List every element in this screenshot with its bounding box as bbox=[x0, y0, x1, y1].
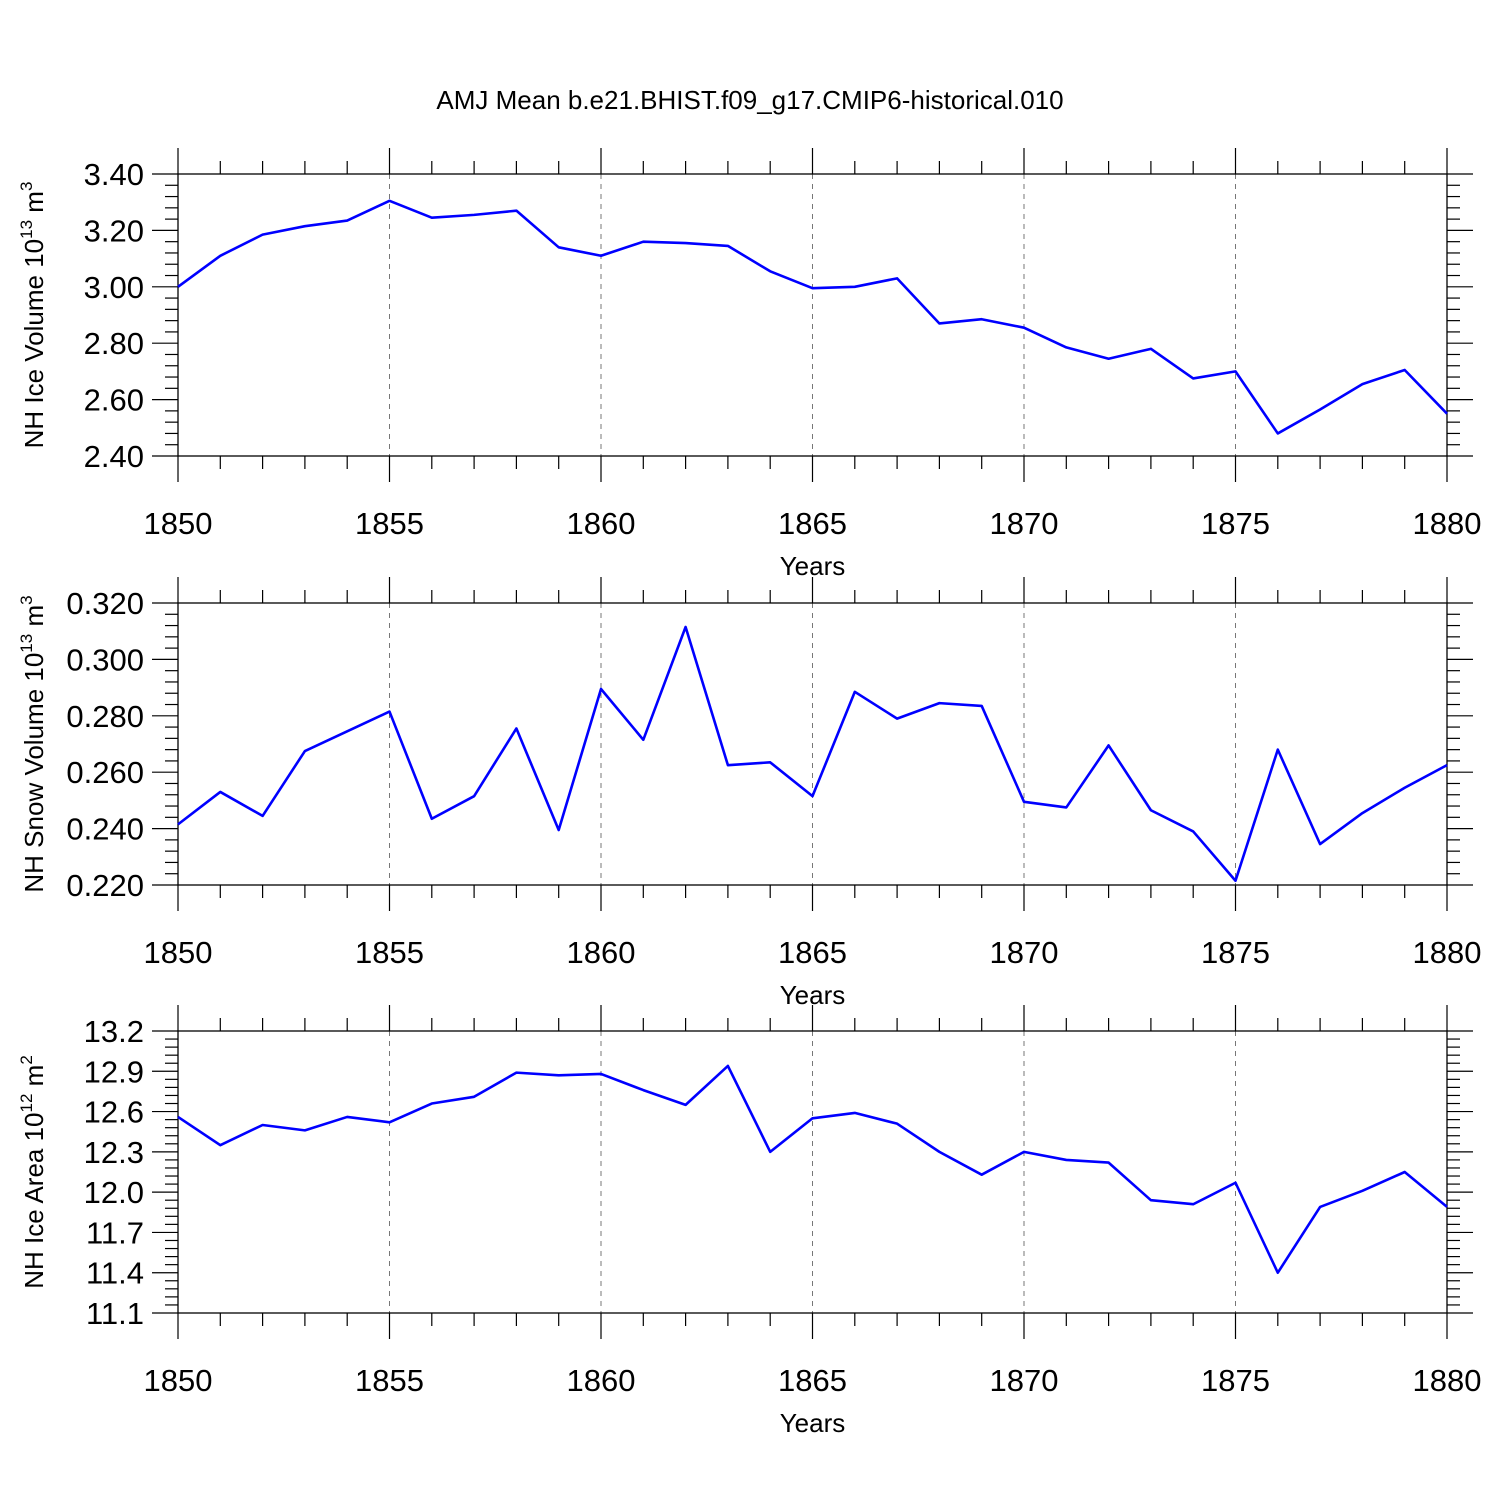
panel-2: 0.220 0.240 0.260 0.280 0.300 0.320 1850 1855 18… bbox=[17, 577, 1481, 1010]
y-tick-label: 0.240 bbox=[66, 812, 144, 847]
x-tick-label: 1865 bbox=[778, 506, 847, 541]
y-tick-label: 3.40 bbox=[84, 157, 144, 192]
x-tick-label: 1870 bbox=[990, 1363, 1059, 1398]
x-tick-label: 1860 bbox=[567, 935, 636, 970]
x-tick-label: 1880 bbox=[1413, 935, 1482, 970]
x-axis-label: Years bbox=[780, 1408, 846, 1438]
y-tick-label: 11.7 bbox=[86, 1215, 144, 1250]
y-tick-label: 12.6 bbox=[84, 1095, 144, 1130]
x-tick-label: 1860 bbox=[567, 506, 636, 541]
x-tick-label: 1855 bbox=[355, 935, 424, 970]
y-tick-label: 2.80 bbox=[84, 326, 144, 361]
y-tick-label: 12.0 bbox=[84, 1175, 144, 1210]
series-line-1 bbox=[177, 1064, 1448, 1275]
figure-title: AMJ Mean b.e21.BHIST.f09_g17.CMIP6-histo… bbox=[436, 85, 1063, 115]
panel-1: 2.40 2.60 2.80 3.00 3.20 3.40 1850 1855 1860 1865… bbox=[17, 148, 1481, 581]
x-tick-label: 1865 bbox=[778, 1363, 847, 1398]
x-tick-label: 1855 bbox=[355, 1363, 424, 1398]
x-tick-label: 1865 bbox=[778, 935, 847, 970]
x-tick-label: 1875 bbox=[1201, 1363, 1270, 1398]
x-tick-label: 1850 bbox=[144, 935, 213, 970]
y-tick-label: 11.4 bbox=[86, 1256, 144, 1291]
y-tick-label: 0.300 bbox=[66, 642, 144, 677]
series-line-1 bbox=[177, 199, 1448, 435]
x-tick-label: 1880 bbox=[1413, 1363, 1482, 1398]
y-tick-label: 3.00 bbox=[84, 270, 144, 305]
y-tick-label: 12.3 bbox=[84, 1135, 144, 1170]
y-axis-label: NH Ice Area 1012 m2 bbox=[17, 1055, 49, 1289]
x-tick-label: 1870 bbox=[990, 935, 1059, 970]
y-tick-label: 2.40 bbox=[84, 439, 144, 474]
x-tick-label: 1860 bbox=[567, 1363, 636, 1398]
y-axis-label: NH Ice Volume 1013 m3 bbox=[17, 182, 49, 449]
x-tick-label: 1870 bbox=[990, 506, 1059, 541]
x-axis-label: Years bbox=[780, 551, 846, 581]
y-tick-label: 0.320 bbox=[66, 586, 144, 621]
x-tick-label: 1855 bbox=[355, 506, 424, 541]
y-tick-label: 0.260 bbox=[66, 755, 144, 790]
y-tick-label: 3.20 bbox=[84, 213, 144, 248]
y-tick-label: 0.220 bbox=[66, 868, 144, 903]
y-axis-label: NH Snow Volume 1013 m3 bbox=[17, 595, 49, 892]
y-tick-label: 12.9 bbox=[84, 1054, 144, 1089]
x-tick-label: 1875 bbox=[1201, 506, 1270, 541]
y-tick-label: 13.2 bbox=[84, 1014, 144, 1049]
y-tick-label: 0.280 bbox=[66, 699, 144, 734]
x-tick-label: 1875 bbox=[1201, 935, 1270, 970]
y-tick-label: 11.1 bbox=[86, 1296, 144, 1331]
series-line-1 bbox=[177, 625, 1448, 883]
y-tick-label: 2.60 bbox=[84, 383, 144, 418]
x-tick-label: 1880 bbox=[1413, 506, 1482, 541]
x-tick-label: 1850 bbox=[144, 1363, 213, 1398]
x-tick-label: 1850 bbox=[144, 506, 213, 541]
panel-3: 11.1 11.4 11.7 12.0 12.3 12.6 12.9 13.2 1850 1855… bbox=[17, 1005, 1481, 1438]
